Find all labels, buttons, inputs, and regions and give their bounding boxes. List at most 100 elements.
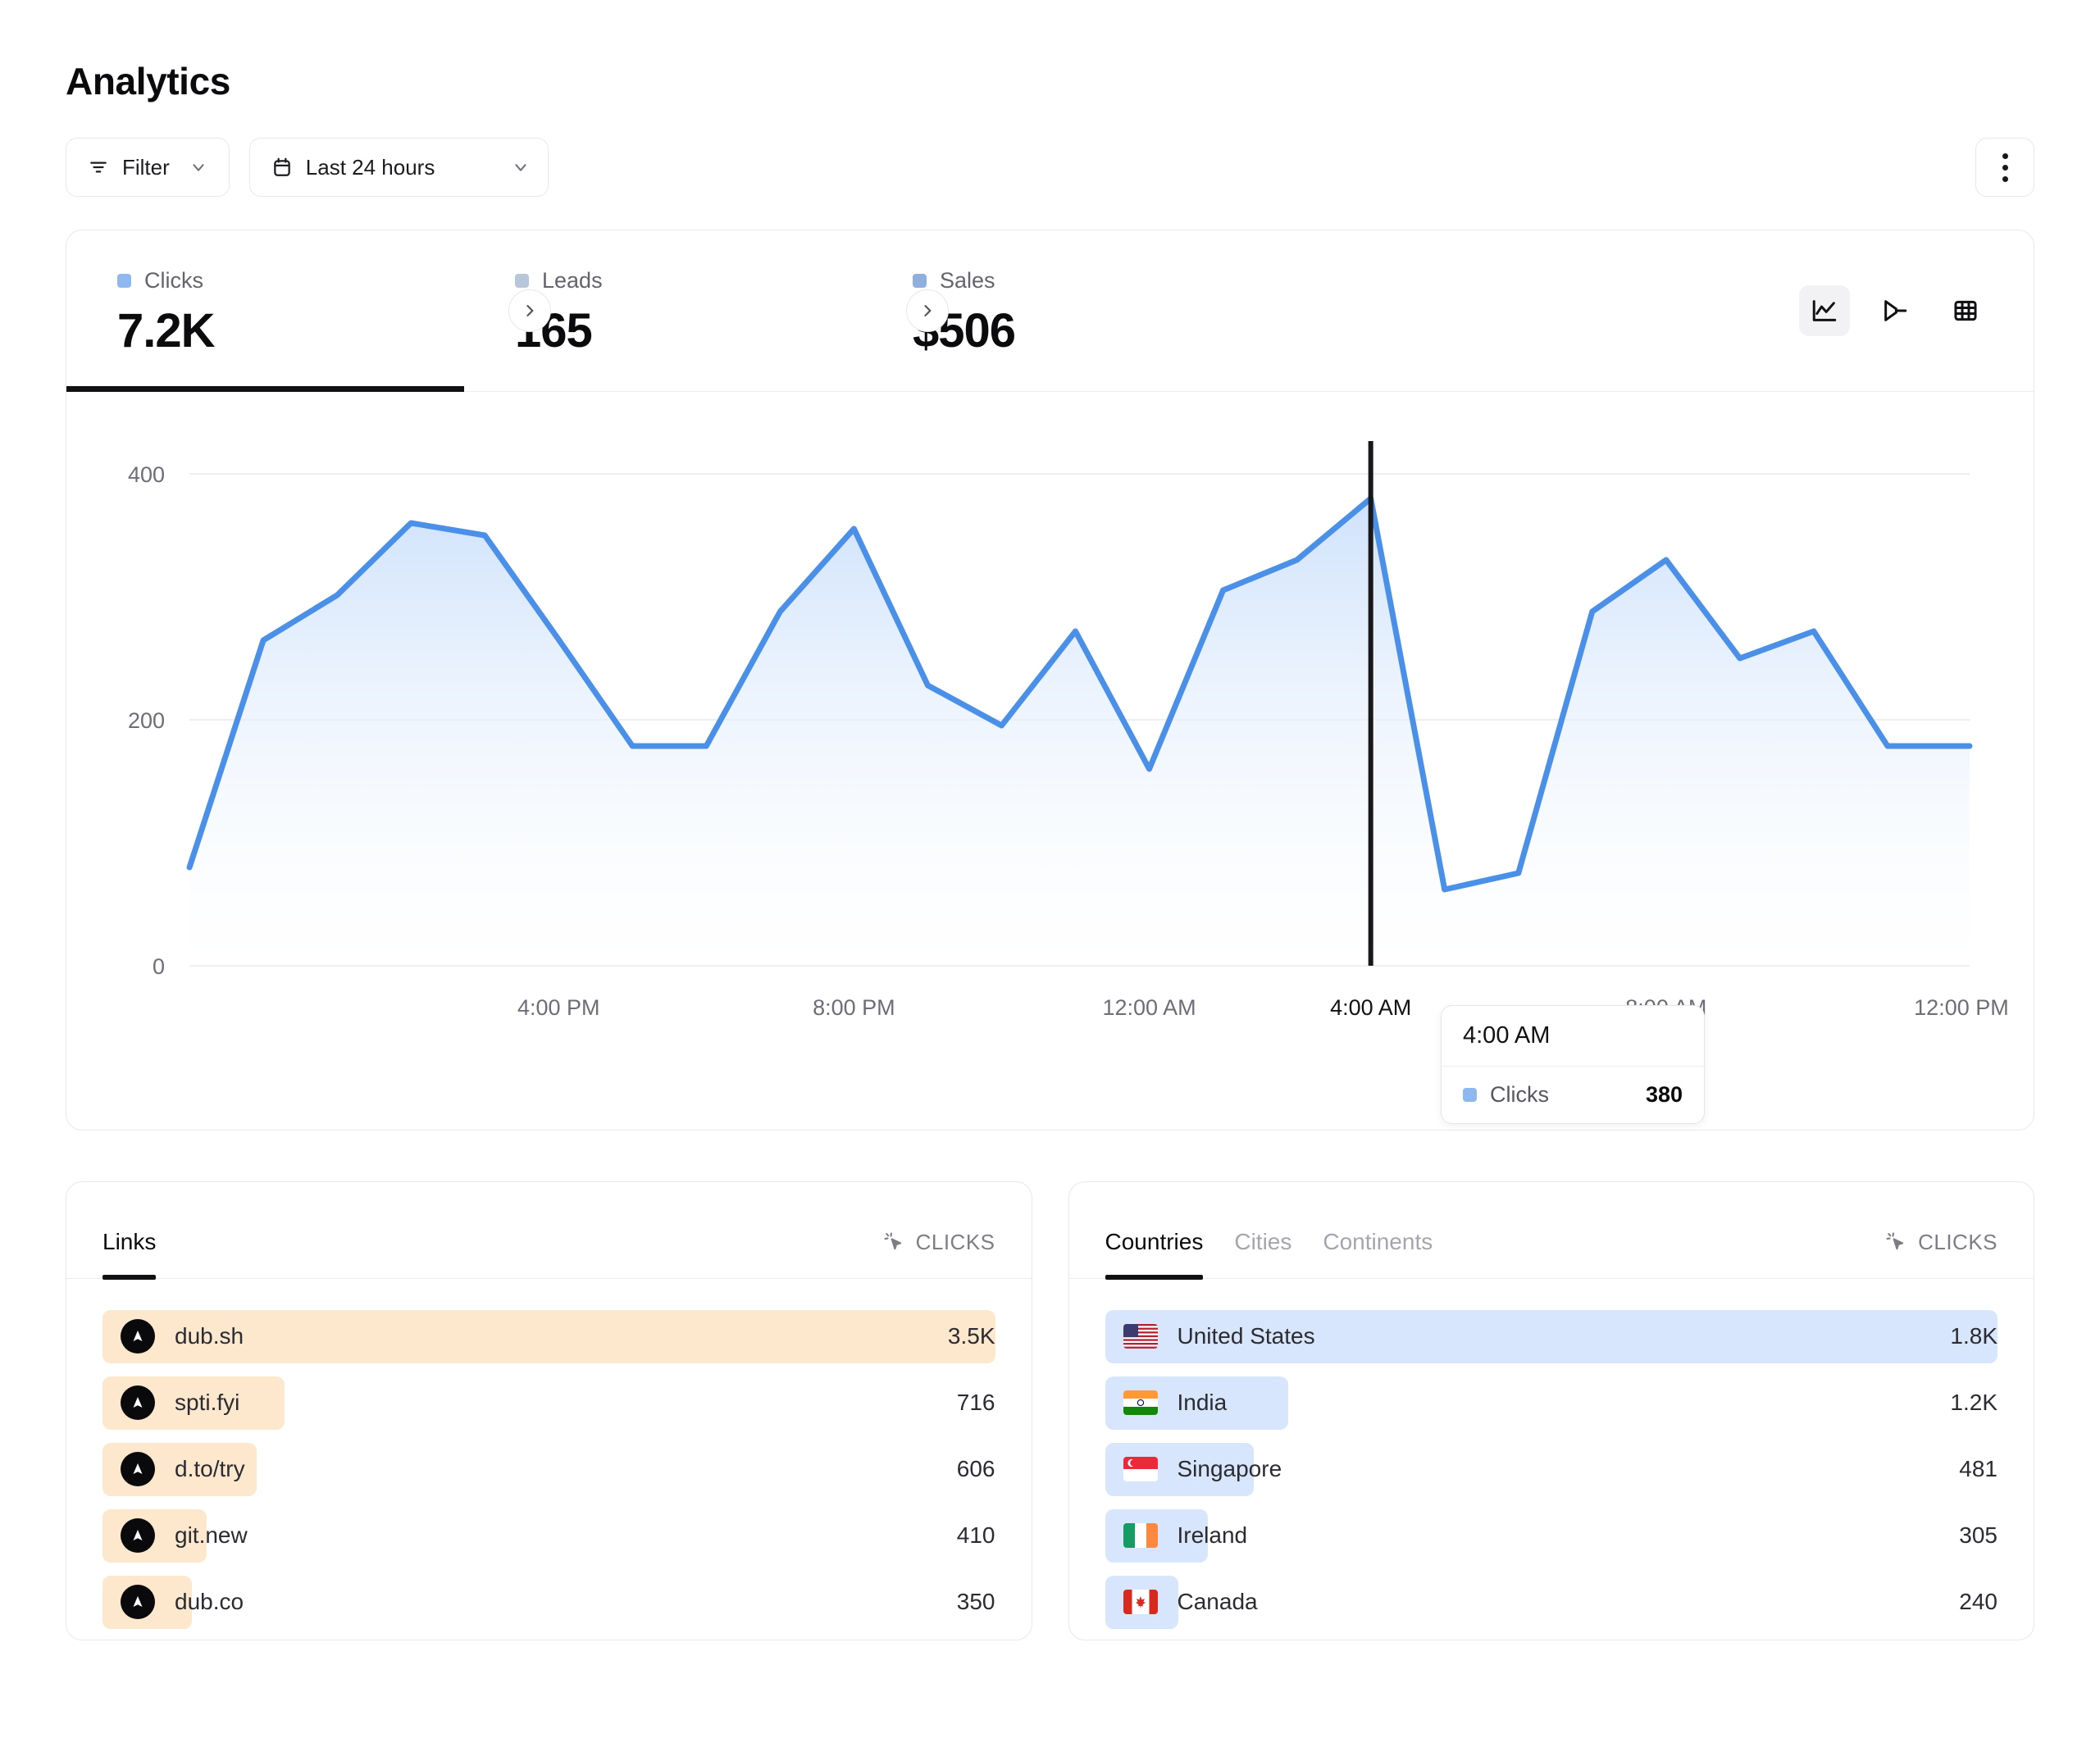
tab-links[interactable]: Links xyxy=(102,1229,157,1280)
view-toggle-line-chart[interactable] xyxy=(1799,284,1850,336)
list-item[interactable]: Singapore 481 xyxy=(1105,1436,1998,1503)
filter-label: Filter xyxy=(122,154,170,180)
links-rows: dub.sh 3.5K spti.fyi 716 xyxy=(66,1279,1032,1640)
chart-plot-area[interactable]: 400 200 0 4:00 PM 8:00 PM 12:00 AM 4:00 … xyxy=(66,392,2034,1130)
date-range-button[interactable]: Last 24 hours xyxy=(248,138,549,197)
chart-view-toggles xyxy=(1799,284,1991,336)
list-item[interactable]: Ireland 305 xyxy=(1105,1503,1998,1569)
row-content: Ireland xyxy=(1105,1522,1925,1549)
row-content: dub.sh xyxy=(102,1319,922,1354)
metric-next-button-1[interactable] xyxy=(508,289,551,332)
links-panel: Links CLICKS xyxy=(66,1181,1032,1640)
line-chart-icon xyxy=(1812,300,1837,321)
dub-logo-icon xyxy=(121,1452,155,1487)
row-label: India xyxy=(1177,1390,1228,1416)
list-item[interactable]: dub.sh 3.5K xyxy=(102,1304,995,1370)
dub-triangle-glyph xyxy=(133,1397,143,1408)
bottom-panels: Links CLICKS xyxy=(66,1181,2034,1640)
more-options-button[interactable] xyxy=(1975,138,2034,197)
row-label: Ireland xyxy=(1177,1522,1248,1549)
x-tick-12am: 12:00 AM xyxy=(1102,995,1196,1020)
links-tabs: Links xyxy=(102,1182,157,1280)
flag-in-icon xyxy=(1123,1390,1158,1416)
kebab-dot xyxy=(2002,164,2008,171)
row-content: Singapore xyxy=(1105,1456,1925,1482)
metric-label: Leads xyxy=(542,268,603,293)
leads-color-swatch xyxy=(515,274,529,288)
chart-area-fill xyxy=(189,498,1970,966)
row-value: 606 xyxy=(956,1456,995,1482)
view-toggle-table[interactable] xyxy=(1940,285,1991,336)
kebab-dot xyxy=(2002,175,2008,182)
metric-next-button-2[interactable] xyxy=(906,289,949,332)
row-label: git.new xyxy=(175,1522,248,1549)
list-item[interactable]: dub.co 350 xyxy=(102,1569,995,1636)
chart-y-axis: 400 200 0 xyxy=(128,462,165,979)
row-value: 305 xyxy=(1959,1522,1998,1549)
chevron-down-icon xyxy=(189,158,207,176)
calendar-icon xyxy=(271,157,293,178)
metric-label: Clicks xyxy=(144,268,203,293)
dub-triangle-glyph xyxy=(133,1530,143,1541)
links-panel-header: Links CLICKS xyxy=(66,1182,1032,1280)
locations-panel-header: Countries Cities Continents CLICKS xyxy=(1068,1182,2034,1280)
locations-rows: United States 1.8K India 1.2K xyxy=(1069,1279,2034,1640)
dub-logo-icon xyxy=(121,1518,155,1554)
row-content: Canada xyxy=(1105,1589,1925,1615)
dub-triangle-glyph xyxy=(133,1596,143,1608)
row-value: 350 xyxy=(956,1589,995,1615)
row-content: dub.co xyxy=(102,1585,922,1620)
y-tick-200: 200 xyxy=(128,708,165,733)
chevron-down-icon xyxy=(512,158,530,176)
row-value: 3.5K xyxy=(947,1323,995,1349)
locations-tabs: Countries Cities Continents xyxy=(1105,1182,1433,1280)
locations-metric-selector[interactable]: CLICKS xyxy=(1884,1230,1998,1278)
tooltip-value: 380 xyxy=(1645,1081,1683,1107)
x-tick-4am: 4:00 AM xyxy=(1330,995,1411,1020)
grid-table-icon xyxy=(1954,300,1977,321)
clicks-area-chart[interactable]: 400 200 0 4:00 PM 8:00 PM 12:00 AM 4:00 … xyxy=(66,392,2034,1130)
row-value: 410 xyxy=(956,1522,995,1549)
row-value: 481 xyxy=(1959,1456,1998,1482)
cursor-click-icon xyxy=(882,1231,905,1253)
row-label: d.to/try xyxy=(175,1456,245,1482)
filter-icon xyxy=(88,157,109,178)
metric-card-clicks[interactable]: Clicks 7.2K xyxy=(66,230,464,393)
row-content: spti.fyi xyxy=(102,1385,922,1421)
row-label: Singapore xyxy=(1177,1456,1282,1482)
flag-us-icon xyxy=(1123,1324,1158,1349)
analytics-chart-card: Clicks 7.2K Leads 165 Sales xyxy=(66,230,2034,1131)
metric-label: Sales xyxy=(940,268,995,293)
flag-ca-icon xyxy=(1123,1590,1158,1615)
locations-panel: Countries Cities Continents CLICKS xyxy=(1068,1181,2034,1640)
list-item[interactable]: git.new 410 xyxy=(102,1503,995,1569)
y-tick-0: 0 xyxy=(153,954,165,979)
row-value: 1.2K xyxy=(1950,1390,1998,1416)
filter-button[interactable]: Filter xyxy=(66,138,230,197)
tab-countries[interactable]: Countries xyxy=(1105,1229,1203,1280)
page-title: Analytics xyxy=(66,60,230,102)
tooltip-time: 4:00 AM xyxy=(1442,1006,1704,1067)
row-value: 240 xyxy=(1959,1589,1998,1615)
tab-cities[interactable]: Cities xyxy=(1234,1228,1292,1254)
tooltip-body: Clicks 380 xyxy=(1442,1067,1704,1123)
dub-logo-icon xyxy=(121,1385,155,1421)
cursor-click-icon xyxy=(1884,1231,1907,1253)
view-toggle-funnel[interactable] xyxy=(1870,285,1920,336)
row-label: Canada xyxy=(1177,1589,1258,1615)
list-item[interactable]: spti.fyi 716 xyxy=(102,1370,995,1436)
chart-tooltip: 4:00 AM Clicks 380 xyxy=(1441,1004,1705,1124)
list-item[interactable]: d.to/try 606 xyxy=(102,1436,995,1503)
metric-header: Clicks xyxy=(117,268,464,293)
list-item[interactable]: Canada 240 xyxy=(1105,1569,1998,1636)
row-value: 716 xyxy=(956,1390,995,1416)
dub-triangle-glyph xyxy=(133,1463,143,1475)
links-metric-selector[interactable]: CLICKS xyxy=(882,1230,995,1278)
list-item[interactable]: India 1.2K xyxy=(1105,1370,1998,1436)
list-item[interactable]: United States 1.8K xyxy=(1105,1304,1998,1370)
x-tick-12pm: 12:00 PM xyxy=(1914,995,2009,1020)
row-bar xyxy=(102,1309,995,1363)
row-content: git.new xyxy=(102,1518,922,1554)
tab-continents[interactable]: Continents xyxy=(1323,1228,1433,1254)
